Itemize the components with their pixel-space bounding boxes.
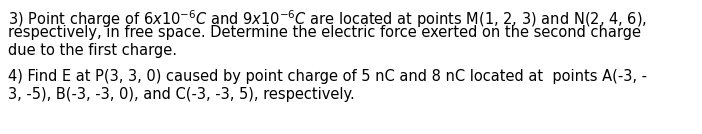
Text: 4) Find E at P(3, 3, 0) caused by point charge of 5 nC and 8 nC located at  poin: 4) Find E at P(3, 3, 0) caused by point … [8,70,647,85]
Text: 3, -5), B(-3, -3, 0), and C(-3, -3, 5), respectively.: 3, -5), B(-3, -3, 0), and C(-3, -3, 5), … [8,87,355,102]
Text: 3) Point charge of $6x10^{-6}C$ and $9x10^{-6}C$ are located at points M(1, 2, 3: 3) Point charge of $6x10^{-6}C$ and $9x1… [8,8,647,30]
Text: respectively, in free space. Determine the electric force exerted on the second : respectively, in free space. Determine t… [8,25,641,40]
Text: due to the first charge.: due to the first charge. [8,43,177,58]
